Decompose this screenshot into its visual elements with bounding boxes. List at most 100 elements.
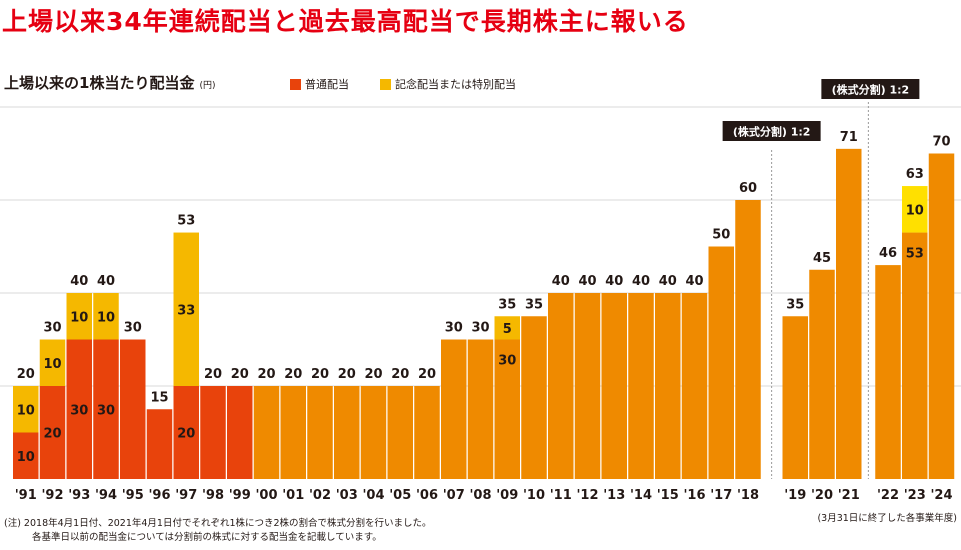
data-label-total: 20	[364, 367, 382, 382]
x-tick-label: '19	[784, 488, 806, 503]
data-label-total: 20	[284, 367, 302, 382]
bar-regular	[902, 232, 928, 479]
footnote-line-2: 各基準日以前の配当金については分割前の株式に対する配当金を記載しています。	[32, 532, 382, 543]
x-tick-label: '99	[229, 488, 251, 503]
bar-regular	[601, 293, 627, 479]
data-label-regular: 20	[43, 427, 61, 442]
footnote: (注) 2018年4月1日付、2021年4月1日付でそれぞれ1株につき2株の割合…	[4, 517, 432, 545]
x-tick-label: '15	[657, 488, 679, 503]
bar-regular	[708, 246, 734, 479]
x-tick-label: '98	[202, 488, 224, 503]
legend-swatch-regular	[290, 78, 301, 90]
bar-regular	[13, 432, 39, 479]
x-tick-label: '97	[175, 488, 197, 503]
legend-swatch-special	[380, 78, 391, 90]
data-label-total: 15	[150, 390, 168, 405]
footnote-line-1: (注) 2018年4月1日付、2021年4月1日付でそれぞれ1株につき2株の割合…	[4, 518, 432, 529]
x-tick-label: '21	[838, 488, 860, 503]
data-label-total: 40	[552, 274, 570, 289]
bar-special	[173, 232, 199, 386]
bar-regular	[93, 339, 119, 479]
stock-split-callout-box	[722, 121, 821, 141]
bar-special	[13, 386, 39, 433]
data-label-total: 35	[786, 297, 804, 312]
data-label-total: 63	[906, 167, 924, 182]
legend-label-special: 記念配当または特別配当	[395, 78, 516, 91]
data-label-special: 33	[177, 303, 195, 318]
data-label-special: 5	[503, 322, 512, 337]
stock-split-callout-box	[821, 79, 920, 99]
bar-regular	[928, 153, 955, 479]
bar-regular	[414, 386, 440, 479]
data-label-total: 40	[578, 274, 596, 289]
data-label-total: 30	[43, 321, 61, 336]
x-tick-label: '18	[737, 488, 759, 503]
legend-label-regular: 普通配当	[305, 78, 349, 91]
data-label-total: 30	[471, 321, 489, 336]
x-tick-label: '91	[15, 488, 37, 503]
data-label-special: 10	[43, 357, 61, 372]
bar-special	[93, 293, 119, 340]
data-label-total: 30	[445, 321, 463, 336]
data-label-total: 71	[840, 130, 858, 145]
data-label-total: 40	[659, 274, 677, 289]
data-label-total: 20	[391, 367, 409, 382]
bar-regular	[574, 293, 601, 479]
x-tick-label: '16	[683, 488, 705, 503]
x-tick-label: '03	[336, 488, 358, 503]
x-tick-label: '08	[469, 488, 491, 503]
bar-regular	[39, 386, 66, 479]
bar-special	[902, 186, 928, 233]
data-label-total: 40	[632, 274, 650, 289]
stock-split-callout-label: (株式分割) 1:2	[832, 83, 910, 97]
x-tick-label: '01	[282, 488, 304, 503]
x-tick-label: '20	[811, 488, 833, 503]
data-label-regular: 30	[70, 403, 88, 418]
x-tick-label: '17	[710, 488, 732, 503]
bar-special	[66, 293, 92, 340]
bar-regular	[227, 386, 253, 479]
x-tick-label: '00	[255, 488, 277, 503]
data-label-total: 40	[70, 274, 88, 289]
bar-regular	[200, 386, 226, 479]
bar-special	[39, 339, 66, 386]
stock-split-callout-label: (株式分割) 1:2	[733, 125, 811, 139]
data-label-total: 20	[17, 367, 35, 382]
x-tick-label: '93	[68, 488, 90, 503]
headline: 上場以来34年連続配当と過去最高配当で長期株主に報いる	[2, 7, 689, 36]
data-label-regular: 10	[17, 450, 35, 465]
bar-regular	[146, 409, 173, 479]
x-tick-label: '07	[443, 488, 465, 503]
data-label-regular: 30	[97, 403, 115, 418]
bar-regular	[173, 386, 199, 479]
data-label-total: 30	[124, 321, 142, 336]
x-tick-label: '12	[576, 488, 598, 503]
data-label-total: 60	[739, 181, 757, 196]
chart-title: 上場以来の1株当たり配当金 (円)	[4, 72, 215, 93]
data-label-total: 20	[338, 367, 356, 382]
data-label-total: 40	[685, 274, 703, 289]
bar-regular	[735, 200, 761, 479]
bar-regular	[494, 339, 520, 479]
data-label-total: 20	[311, 367, 329, 382]
data-label-total: 20	[231, 367, 249, 382]
bar-regular	[655, 293, 681, 479]
data-label-total: 20	[204, 367, 222, 382]
bar-special	[494, 316, 520, 340]
data-label-special: 10	[97, 310, 115, 325]
data-label-total: 46	[879, 246, 897, 261]
bar-regular	[628, 293, 654, 479]
bar-regular	[334, 386, 360, 479]
x-tick-label: '23	[904, 488, 926, 503]
bar-regular	[467, 339, 494, 479]
data-label-special: 10	[70, 310, 88, 325]
data-label-total: 50	[712, 228, 730, 243]
bar-regular	[875, 265, 901, 479]
data-label-regular: 30	[498, 354, 516, 369]
bar-regular	[809, 269, 835, 479]
x-tick-label: '11	[550, 488, 572, 503]
x-tick-label: '04	[362, 488, 384, 503]
bar-regular	[360, 386, 387, 479]
data-label-special: 10	[17, 403, 35, 418]
